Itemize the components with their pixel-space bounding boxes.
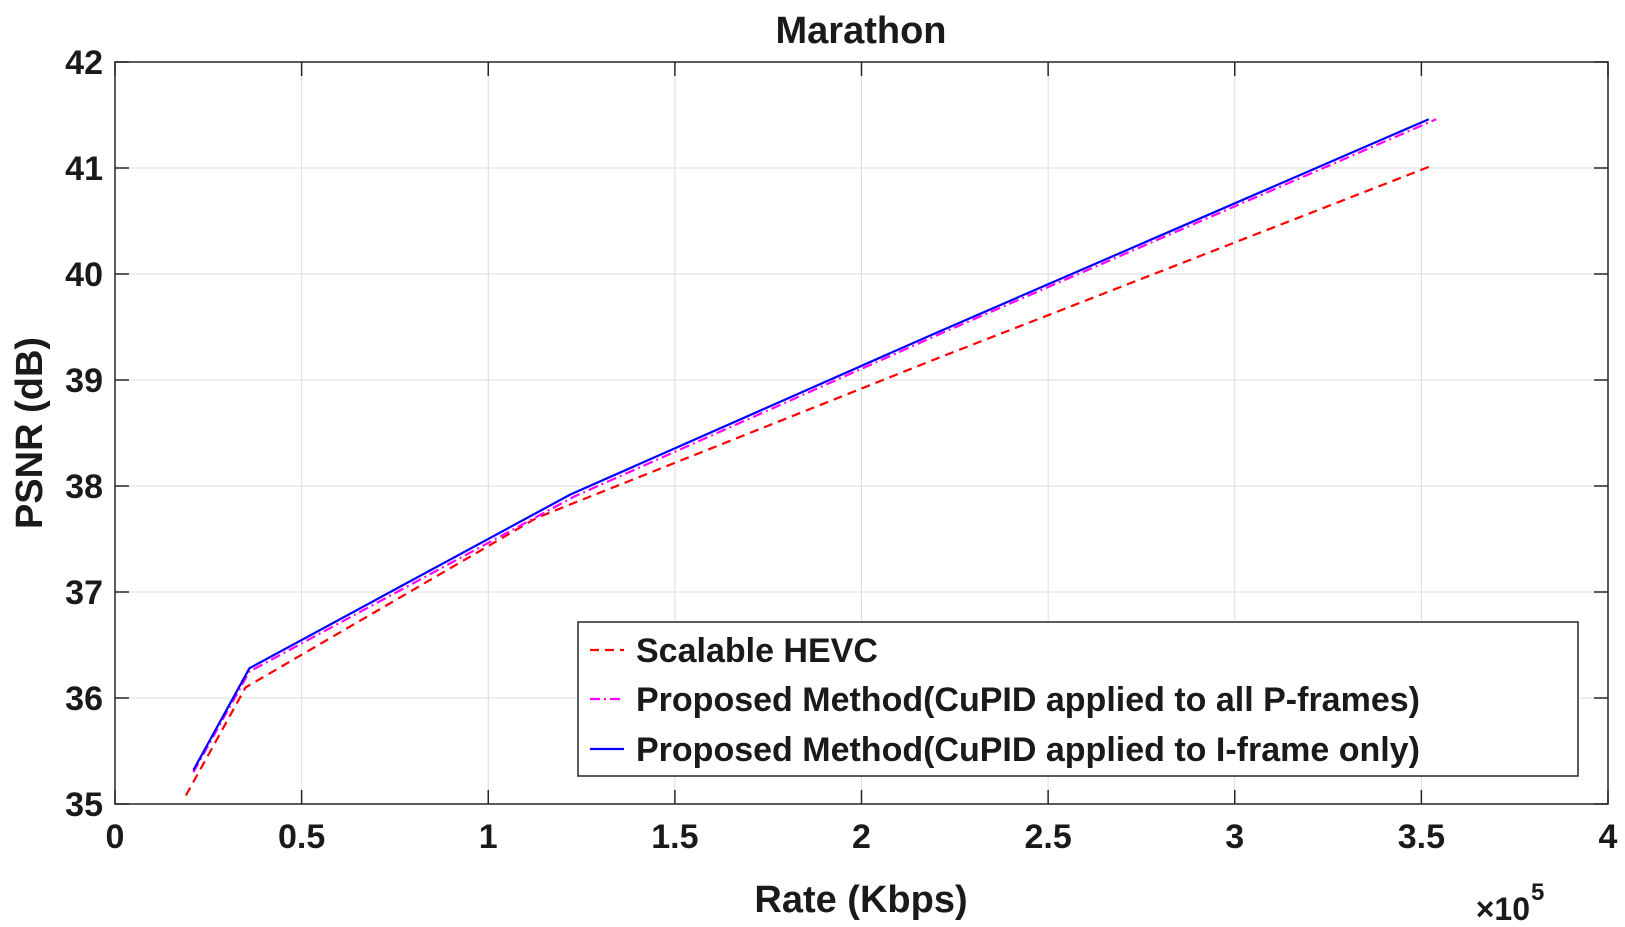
y-tick-label: 38 [65,468,103,506]
y-axis-label: PSNR (dB) [9,337,51,529]
y-tick-label: 42 [65,44,103,82]
y-tick-label: 37 [65,574,103,612]
series-line-3 [192,118,1430,771]
chart-title: Marathon [776,10,947,52]
legend: Scalable HEVC Proposed Method(CuPID appli… [577,621,1579,777]
x-tick-label: 4 [1599,818,1618,856]
x-tick-label: 2.5 [1024,818,1071,856]
x-tick-label: 3.5 [1398,818,1445,856]
y-tick-label: 40 [65,256,103,294]
series-layer [184,118,1437,797]
legend-label-2: Proposed Method(CuPID applied to all P-f… [636,681,1420,719]
x-axis-multiplier-exponent: 5 [1531,879,1544,906]
legend-label-3: Proposed Method(CuPID applied to I-frame… [636,731,1420,769]
y-tick-label: 41 [65,150,103,188]
ticks [114,61,1609,805]
x-axis-label: Rate (Kbps) [754,879,967,921]
x-tick-label: 2 [852,818,871,856]
x-tick-label: 1.5 [651,818,698,856]
legend-box [577,621,1579,777]
x-tick-label: 0.5 [278,818,325,856]
x-axis-multiplier: ×10 [1476,891,1530,927]
legend-label-1: Scalable HEVC [636,632,878,670]
y-tick-label: 39 [65,362,103,400]
series-line-1 [184,165,1430,797]
series-line-2 [192,118,1437,773]
y-tick-label: 36 [65,680,103,718]
y-tick-label: 35 [65,786,103,824]
tick-labels: 0 0.5 1 1.5 2 2.5 3 3.5 4 35 36 37 38 39 40 41 42 [65,44,1617,856]
x-tick-label: 0 [106,818,125,856]
x-tick-label: 3 [1225,818,1244,856]
x-tick-label: 1 [479,818,498,856]
